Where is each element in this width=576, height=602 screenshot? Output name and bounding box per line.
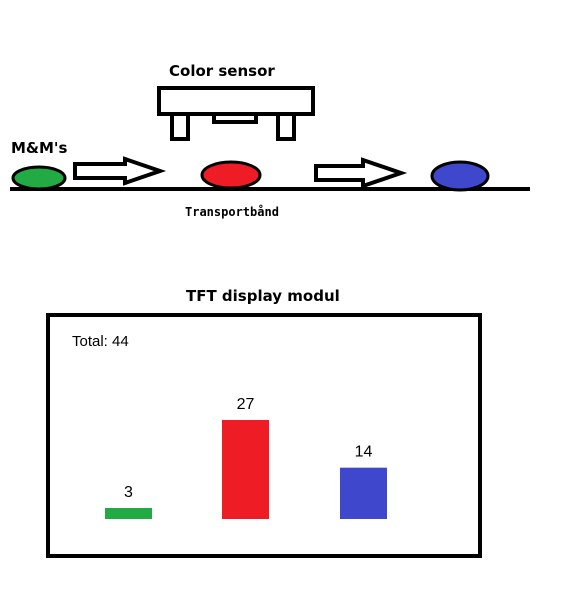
bar-value-label: 14: [355, 444, 373, 461]
arrow-right-icon: [314, 157, 408, 189]
green-candy: [11, 165, 67, 191]
bar-red: [222, 420, 269, 519]
display-title: TFT display modul: [186, 287, 340, 305]
bar-chart: 3 27 14: [105, 396, 387, 519]
bar-value-label: 3: [124, 484, 133, 501]
arrow-right-icon: [73, 156, 167, 186]
color-sensor: [157, 86, 315, 141]
total-label: Total: 44: [72, 333, 129, 350]
bar-blue: [340, 467, 387, 519]
red-candy: [200, 160, 262, 190]
bar-value-label: 27: [237, 396, 255, 413]
bar-green: [105, 508, 152, 519]
belt-label: Transportbånd: [185, 205, 279, 219]
blue-candy: [430, 160, 490, 192]
sensor-label: Color sensor: [169, 62, 275, 80]
candies-label: M&M's: [11, 139, 68, 157]
